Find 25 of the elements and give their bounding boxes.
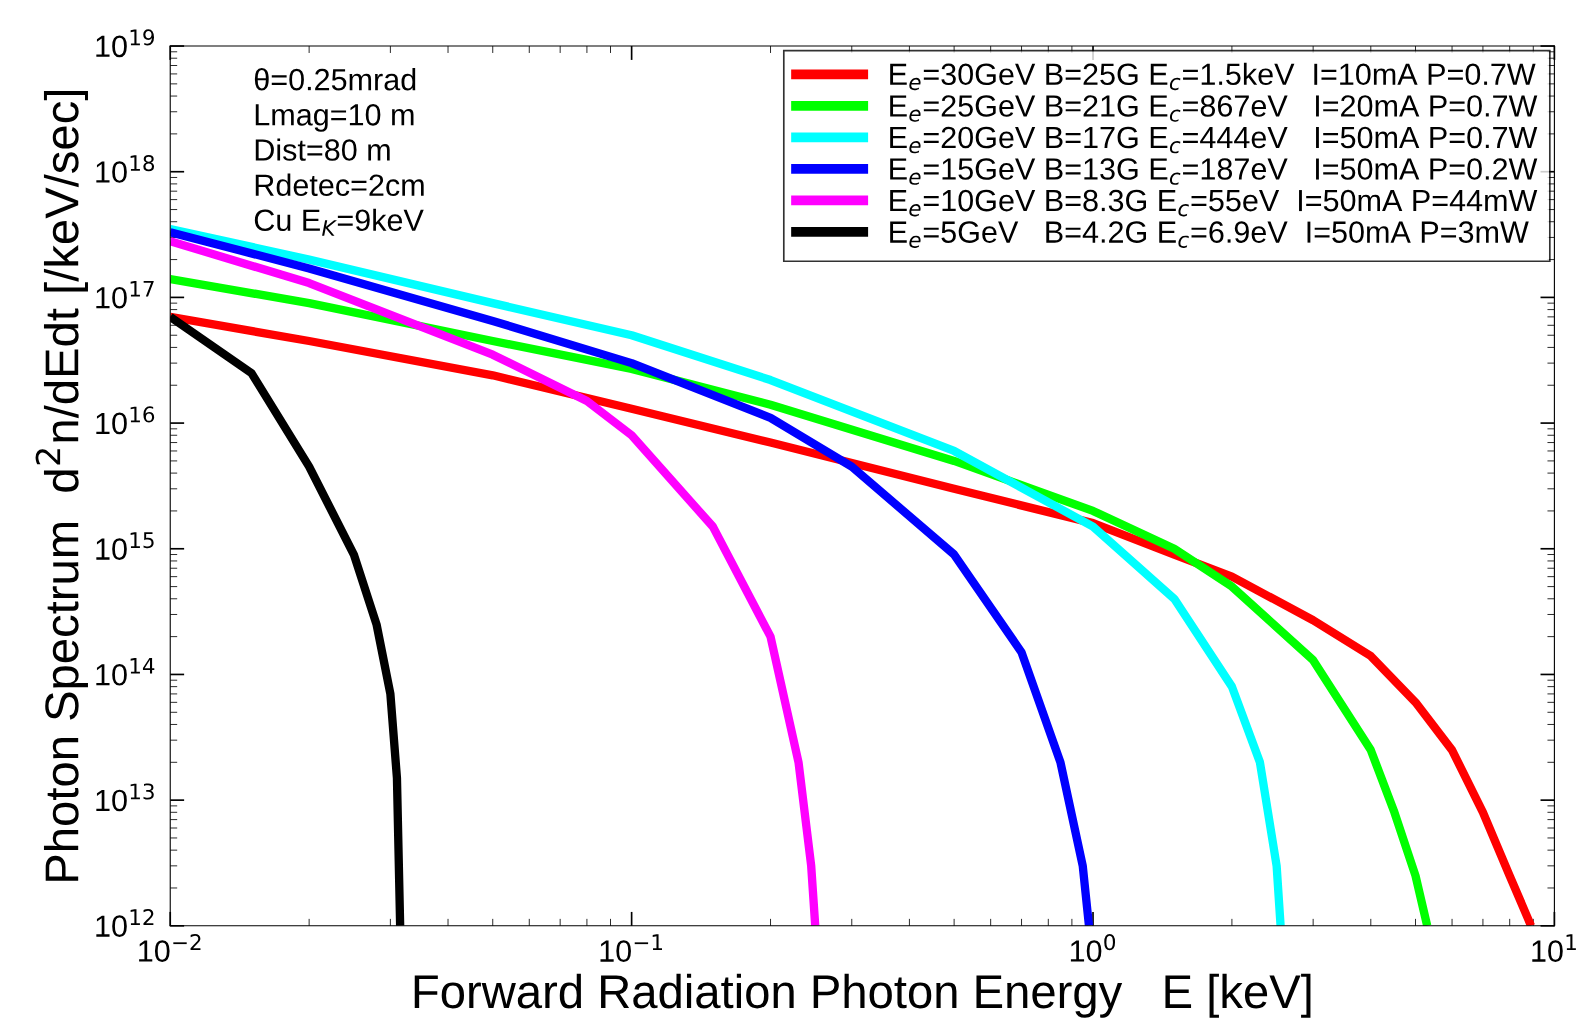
legend-label: E$_{e}$=15GeV B=13G E$_{c}$=187eV I=50mA P=0.2W [890,158,1538,185]
legend-label: E$_{e}$=30GeV B=25G E$_{c}$=1.5keV I=10mA P=0.7W [890,62,1536,91]
legend-label: E$_{e}$=10GeV B=8.3G E$_{c}$=55eV I=50mA P=44mW [890,189,1538,217]
x-tick-label: 10$^{−2}$ [139,934,201,962]
x-axis-title: Forward Radiation Photon Energy E [keV] [414,973,1311,1018]
y-tick-label: 10$^{14}$ [96,658,155,686]
annotation: Lmag=10 m [255,104,414,132]
y-tick-label: 10$^{17}$ [96,280,154,309]
annotation: Cu E$_{K}$=9keV [254,208,424,236]
y-tick-label: 10$^{13}$ [96,783,154,812]
legend-label: E$_{e}$=5GeV B=4.2G E$_{c}$=6.9eV I=50mA P=3mW [890,221,1529,248]
x-tick-label: 10$^{−1}$ [600,934,662,962]
x-tick-label: 10$^{1}$ [1532,934,1576,962]
annotation: Rdetec=2cm [255,173,424,197]
x-tick-label: 10$^{0}$ [1070,934,1116,962]
legend-label: E$_{e}$=25GeV B=21G E$_{c}$=867eV I=20mA P=0.7W [890,95,1538,122]
y-tick-label: 10$^{18}$ [96,154,155,183]
legend-label: E$_{e}$=20GeV B=17G E$_{c}$=444eV I=50mA P=0.7W [890,126,1538,154]
annotation: Dist=80 m [255,138,390,161]
y-tick-label: 10$^{12}$ [96,909,154,937]
y-tick-label: 10$^{19}$ [96,29,155,58]
y-tick-label: 10$^{15}$ [96,532,154,560]
y-tick-label: 10$^{16}$ [96,406,155,435]
annotation: θ=0.25mrad [254,68,416,91]
y-axis-title: Photon Spectrum d$^{2}$n/dEdt [/keV/sec] [35,90,88,881]
